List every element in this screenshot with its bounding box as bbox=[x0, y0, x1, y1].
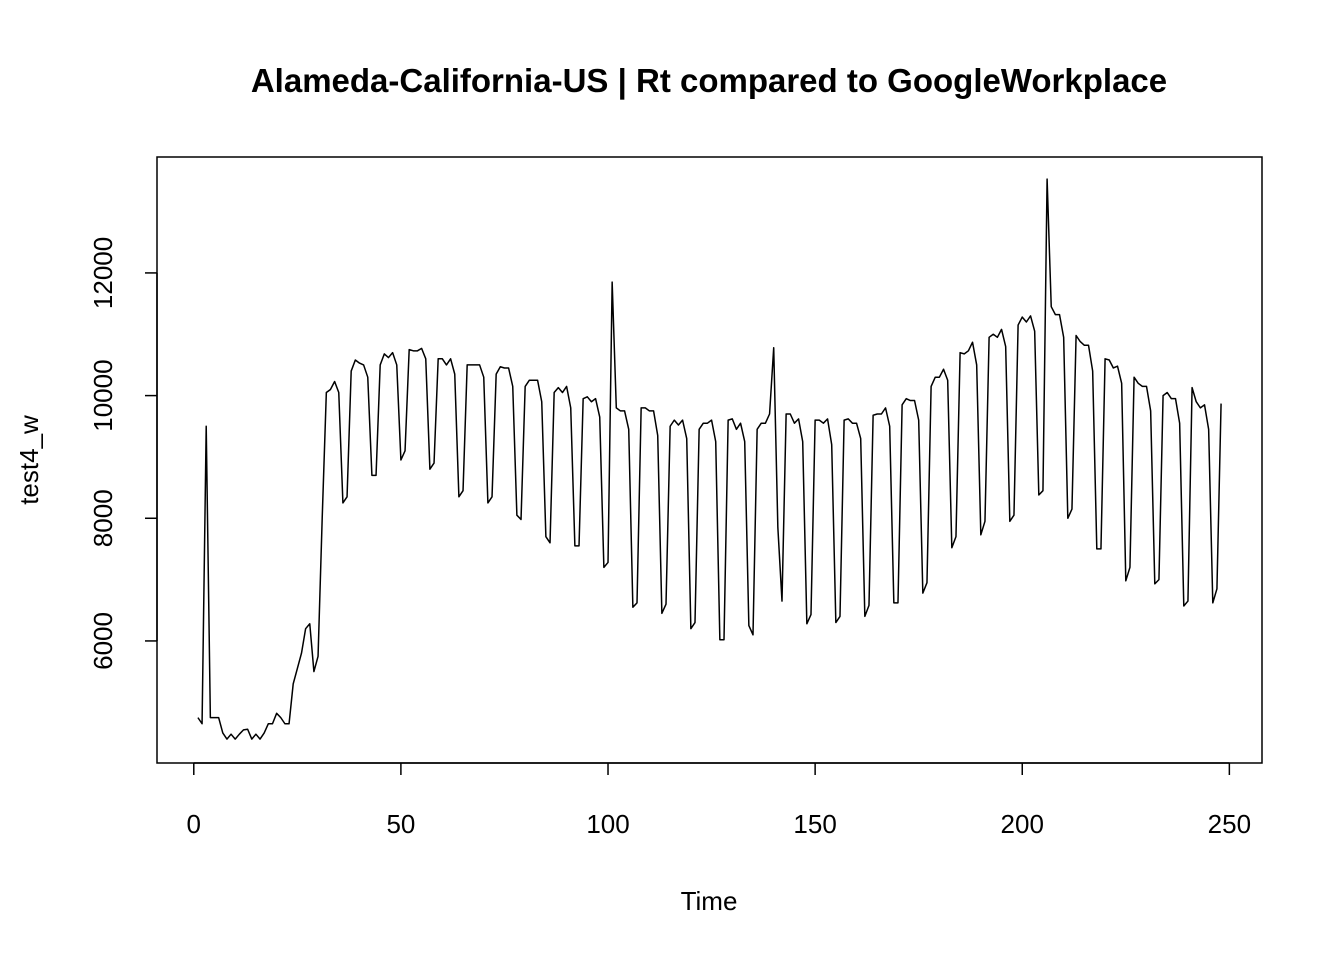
y-tick-label: 6000 bbox=[88, 612, 118, 670]
y-tick-label: 12000 bbox=[88, 237, 118, 309]
plot-box bbox=[156, 156, 1263, 764]
y-tick-label: 8000 bbox=[88, 489, 118, 547]
x-axis-label: Time bbox=[681, 886, 738, 916]
x-tick-label: 150 bbox=[793, 809, 836, 839]
y-axis-label: test4_w bbox=[14, 415, 44, 505]
y-tick-label: 10000 bbox=[88, 359, 118, 431]
x-tick-label: 200 bbox=[1001, 809, 1044, 839]
series-line bbox=[197, 178, 1222, 740]
chart-title: Alameda-California-US | Rt compared to G… bbox=[251, 62, 1167, 99]
x-tick-label: 100 bbox=[586, 809, 629, 839]
x-tick-label: 50 bbox=[386, 809, 415, 839]
x-tick-label: 0 bbox=[187, 809, 201, 839]
x-tick-label: 250 bbox=[1208, 809, 1251, 839]
